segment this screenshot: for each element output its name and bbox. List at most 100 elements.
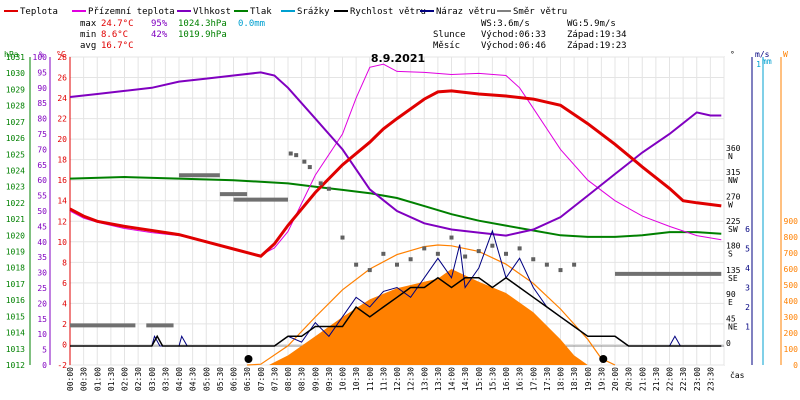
humidity-tick-label: 25	[37, 284, 47, 293]
time-tick-label: 22:30	[679, 367, 688, 391]
direction-tick-label: SW	[728, 225, 738, 234]
wind-speed-line	[70, 276, 722, 347]
solar-tick-label: 100	[784, 345, 799, 354]
pressure-tick-label: 1030	[6, 69, 25, 78]
humidity-tick-label: 80	[37, 115, 47, 124]
temperature-tick-label: 10	[57, 238, 67, 247]
humidity-tick-label: 60	[37, 176, 47, 185]
temperature-tick-label: 16	[57, 176, 67, 185]
legend: Teplota Přízemní teplota Vlhkost Tlak Sr…	[4, 7, 567, 17]
pressure-tick-label: 1018	[6, 264, 25, 273]
time-tick-label: 23:30	[706, 367, 715, 391]
humidity-tick-label: 35	[37, 253, 47, 262]
wind-direction-point	[288, 151, 293, 156]
humidity-tick-label: 15	[37, 315, 47, 324]
axes: 1031103010291028102710261025102410231022…	[6, 53, 798, 391]
humidity-tick-label: 100	[33, 53, 48, 62]
time-tick-label: 18:00	[557, 367, 566, 391]
temperature-tick-label: 26	[57, 74, 67, 83]
humidity-tick-label: 55	[37, 192, 47, 201]
wind-direction-point	[326, 186, 331, 191]
stat-min-press: 1019.9hPa	[178, 30, 227, 40]
time-tick-label: 10:30	[352, 367, 361, 391]
stats-block: max 24.7°C 95% 1024.3hPa 0.0mm min 8.6°C…	[80, 19, 265, 51]
time-tick-label: 20:30	[625, 367, 634, 391]
time-tick-label: 19:00	[584, 367, 593, 391]
stat-max-temp: 24.7°C	[101, 19, 134, 29]
time-tick-label: 00:00	[66, 367, 75, 391]
wind-direction-point	[354, 262, 359, 267]
legend-item-wind-speed: Rychlost větru	[334, 7, 426, 17]
legend-item-pressure: Tlak	[234, 7, 272, 17]
pressure-tick-label: 1015	[6, 312, 25, 321]
time-tick-label: 21:30	[652, 367, 661, 391]
pressure-tick-label: 1025	[6, 150, 25, 159]
humidity-tick-label: 30	[37, 269, 47, 278]
time-tick-label: 21:00	[638, 367, 647, 391]
humidity-tick-label: 45	[37, 222, 47, 231]
legend-item-humidity: Vlhkost	[177, 7, 231, 17]
time-tick-label: 18:30	[570, 367, 579, 391]
direction-tick-label: 315	[726, 168, 741, 177]
unit-w: W	[783, 50, 788, 59]
wind-direction-point	[408, 257, 413, 262]
stat-min-label: min	[80, 30, 96, 40]
pressure-tick-label: 1023	[6, 183, 25, 192]
time-tick-label: 06:00	[230, 367, 239, 391]
legend-item-wind-direction: Směr větru	[497, 7, 567, 17]
humidity-tick-label: 75	[37, 130, 47, 139]
sun-label: Slunce	[433, 30, 466, 40]
time-tick-label: 03:30	[161, 367, 170, 391]
time-tick-label: 09:00	[311, 367, 320, 391]
series	[69, 63, 724, 366]
time-tick-label: 00:30	[80, 367, 89, 391]
solar-tick-label: 600	[784, 265, 799, 274]
direction-tick-label: NW	[728, 176, 738, 185]
moon-label: Měsíc	[433, 41, 460, 51]
direction-tick-label: 270	[726, 193, 741, 202]
svg-text:Směr větru: Směr větru	[513, 7, 567, 17]
time-tick-label: 13:00	[420, 367, 429, 391]
time-tick-label: 08:30	[298, 367, 307, 391]
temperature-tick-label: 0	[62, 340, 67, 349]
time-tick-label: 01:00	[93, 367, 102, 391]
humidity-tick-label: 70	[37, 145, 47, 154]
wind-direction-point	[504, 251, 508, 256]
unit-percent: %	[39, 50, 44, 59]
time-tick-label: 12:30	[407, 367, 416, 391]
direction-tick-label: S	[728, 249, 733, 258]
humidity-tick-label: 10	[37, 330, 47, 339]
svg-text:Tlak: Tlak	[250, 7, 272, 17]
direction-tick-label: W	[728, 201, 733, 210]
pressure-tick-label: 1016	[6, 296, 25, 305]
temperature-tick-label: 24	[57, 94, 67, 103]
legend-item-temperature: Teplota	[4, 7, 58, 17]
time-tick-label: 17:00	[529, 367, 538, 391]
legend-item-ground-temperature: Přízemní teplota	[72, 7, 175, 17]
time-tick-label: 09:30	[325, 367, 334, 391]
pressure-tick-label: 1014	[6, 329, 25, 338]
wind-direction-point	[544, 262, 549, 267]
solar-tick-label: 300	[784, 313, 799, 322]
time-tick-label: 19:30	[597, 367, 606, 391]
direction-tick-label: 180	[726, 241, 741, 250]
sun-rise: Východ:06:33	[481, 30, 546, 40]
wind-direction-point	[490, 243, 495, 248]
time-tick-label: 11:30	[379, 367, 388, 391]
solar-tick-label: 900	[784, 217, 799, 226]
legend-item-rain: Srážky	[281, 7, 330, 17]
temperature-line	[69, 89, 722, 258]
time-tick-label: 15:00	[475, 367, 484, 391]
svg-text:Vlhkost: Vlhkost	[193, 7, 231, 17]
pressure-tick-label: 1029	[6, 85, 25, 94]
sunset-marker	[599, 355, 608, 363]
temperature-tick-label: 18	[57, 156, 67, 165]
svg-text:Teplota: Teplota	[20, 7, 58, 17]
time-tick-label: 16:30	[516, 367, 525, 391]
humidity-tick-label: 65	[37, 161, 47, 170]
time-tick-label: 14:00	[448, 367, 457, 391]
humidity-tick-label: 20	[37, 299, 47, 308]
time-tick-label: 11:00	[366, 367, 375, 391]
temperature-tick-label: 6	[62, 279, 67, 288]
